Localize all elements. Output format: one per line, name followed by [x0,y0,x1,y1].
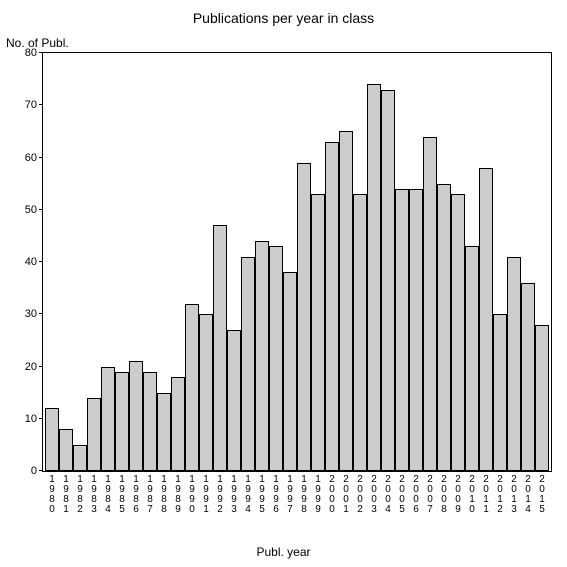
y-tick-mark [39,313,43,314]
x-tick-label: 1992 [213,471,227,515]
y-tick-label: 40 [25,256,43,268]
bar [227,330,241,471]
bar [535,325,549,471]
x-tick-label: 1982 [73,471,87,515]
x-tick-label: 1983 [87,471,101,515]
bar [521,283,535,471]
y-tick-mark [39,470,43,471]
y-tick-mark [39,261,43,262]
bar [409,189,423,471]
bar [479,168,493,471]
y-tick-mark [39,366,43,367]
bar [87,398,101,471]
y-tick-label: 0 [31,465,43,477]
bar [283,272,297,471]
y-tick-label: 10 [25,413,43,425]
bar [143,372,157,471]
x-tick-label: 2013 [507,471,521,515]
x-tick-label: 2014 [521,471,535,515]
x-tick-label: 2012 [493,471,507,515]
bar [325,142,339,471]
x-labels: 1980198119821983198419851986198719881989… [43,471,551,515]
bar [311,194,325,471]
x-tick-label: 2009 [451,471,465,515]
y-tick-mark [39,104,43,105]
x-tick-label: 1985 [115,471,129,515]
bar [45,408,59,471]
x-tick-label: 1994 [241,471,255,515]
publications-chart: Publications per year in class No. of Pu… [0,0,567,567]
x-tick-label: 1999 [311,471,325,515]
x-tick-label: 1986 [129,471,143,515]
bar [381,90,395,471]
x-tick-label: 1997 [283,471,297,515]
bar [157,393,171,471]
bar [451,194,465,471]
x-tick-label: 1984 [101,471,115,515]
bar [73,445,87,471]
x-tick-label: 2006 [409,471,423,515]
bar [493,314,507,471]
bar [171,377,185,471]
bar [129,361,143,471]
bar [395,189,409,471]
x-tick-label: 2005 [395,471,409,515]
y-tick-mark [39,209,43,210]
x-tick-label: 1996 [269,471,283,515]
plot-area: 1980198119821983198419851986198719881989… [42,52,552,472]
x-tick-label: 2015 [535,471,549,515]
bar [465,246,479,471]
bar [339,131,353,471]
bar [507,257,521,471]
y-tick-label: 80 [25,47,43,59]
x-tick-label: 1980 [45,471,59,515]
bar [213,225,227,471]
y-tick-label: 30 [25,308,43,320]
x-tick-label: 1988 [157,471,171,515]
x-tick-label: 2007 [423,471,437,515]
bar [437,184,451,471]
bars-container [43,53,551,471]
bar [199,314,213,471]
x-tick-label: 1991 [199,471,213,515]
y-tick-label: 20 [25,361,43,373]
bar [241,257,255,471]
bar [255,241,269,471]
x-tick-label: 1993 [227,471,241,515]
x-tick-label: 2010 [465,471,479,515]
x-tick-label: 2001 [339,471,353,515]
y-tick-mark [39,157,43,158]
x-tick-label: 2002 [353,471,367,515]
x-tick-label: 2011 [479,471,493,515]
bar [59,429,73,471]
y-tick-label: 50 [25,204,43,216]
x-tick-label: 1995 [255,471,269,515]
x-axis-title: Publ. year [0,545,567,559]
bar [423,137,437,471]
bar [185,304,199,471]
y-tick-label: 70 [25,99,43,111]
bar [269,246,283,471]
x-tick-label: 2003 [367,471,381,515]
bar [115,372,129,471]
x-tick-label: 1990 [185,471,199,515]
y-tick-label: 60 [25,152,43,164]
x-tick-label: 1981 [59,471,73,515]
bar [353,194,367,471]
x-tick-label: 1987 [143,471,157,515]
bar [297,163,311,471]
x-tick-label: 1989 [171,471,185,515]
chart-title: Publications per year in class [0,10,567,26]
y-tick-mark [39,418,43,419]
x-tick-label: 2000 [325,471,339,515]
x-tick-label: 2004 [381,471,395,515]
bar [367,84,381,471]
x-tick-label: 1998 [297,471,311,515]
x-tick-label: 2008 [437,471,451,515]
y-tick-mark [39,52,43,53]
bar [101,367,115,472]
